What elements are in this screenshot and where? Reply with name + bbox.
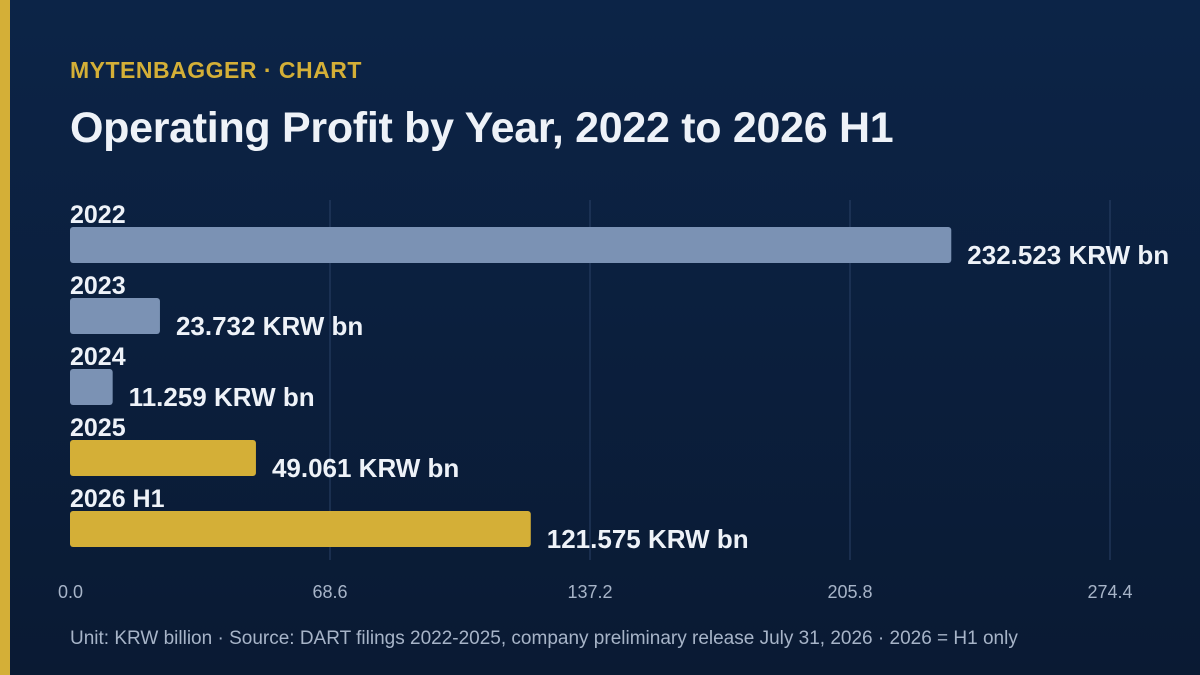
bar-2024 bbox=[70, 369, 113, 405]
category-label: 2022 bbox=[70, 201, 126, 229]
footer-note: Unit: KRW billion · Source: DART filings… bbox=[70, 628, 1018, 649]
value-label: 49.061 KRW bn bbox=[272, 453, 459, 483]
category-label: 2024 bbox=[70, 343, 126, 371]
bar-2023 bbox=[70, 298, 160, 334]
x-tick-label: 205.8 bbox=[827, 582, 872, 602]
category-label: 2025 bbox=[70, 414, 126, 442]
x-tick-label: 274.4 bbox=[1087, 582, 1132, 602]
value-label: 23.732 KRW bn bbox=[176, 311, 363, 341]
brand-label: MYTENBAGGER · CHART bbox=[70, 57, 362, 83]
category-label: 2023 bbox=[70, 272, 126, 300]
bar-2026-h1 bbox=[70, 511, 531, 547]
value-label: 11.259 KRW bn bbox=[129, 382, 315, 412]
x-axis: 0.0 68.6 137.2 205.8 274.4 bbox=[58, 582, 1133, 602]
value-label: 121.575 KRW bn bbox=[547, 524, 749, 554]
x-tick-label: 137.2 bbox=[567, 582, 612, 602]
category-label: 2026 H1 bbox=[70, 485, 165, 513]
value-label: 232.523 KRW bn bbox=[967, 240, 1169, 270]
bar-2025 bbox=[70, 440, 256, 476]
chart-title: Operating Profit by Year, 2022 to 2026 H… bbox=[70, 104, 894, 152]
x-tick-label: 0.0 bbox=[58, 582, 83, 602]
bar-2022 bbox=[70, 227, 952, 263]
x-tick-label: 68.6 bbox=[312, 582, 347, 602]
accent-bar bbox=[0, 0, 10, 675]
